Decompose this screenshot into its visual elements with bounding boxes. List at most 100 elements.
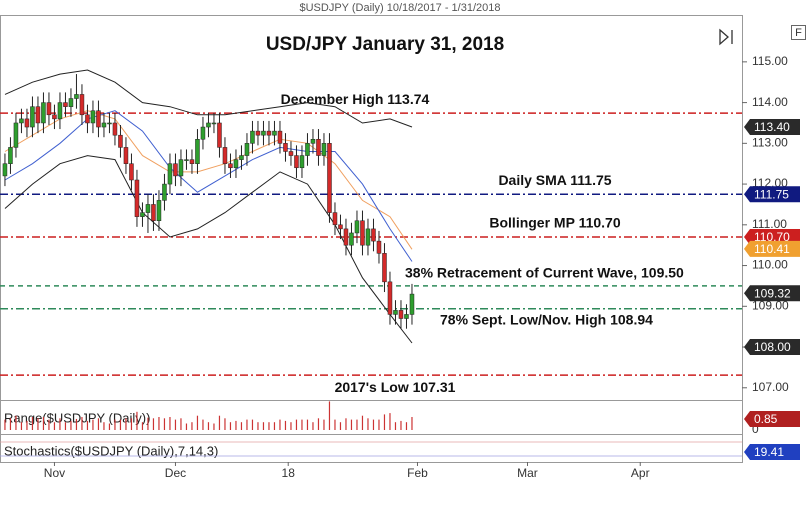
candle-body [382,253,387,283]
price-tag-label: 0.85 [754,412,778,426]
price-tag [744,186,800,203]
x-tick-label: 18 [282,466,296,480]
candle-body [112,122,118,136]
candle-body [8,147,13,164]
price-tag [744,339,800,356]
x-tick-label: Nov [44,466,65,480]
candle-body [294,155,299,169]
candle-body [46,102,52,116]
candle-body [255,130,261,136]
candle-body [123,147,129,164]
level-annotation: Bollinger MP 110.70 [489,215,620,231]
candle-body [211,122,217,125]
candle-body [30,106,35,128]
y-tick-label: 109.00 [752,298,789,312]
indicator-line [4,110,413,250]
price-tag-label: 19.41 [754,445,784,459]
price-tag-label: 110.41 [754,242,790,256]
candle-body [316,139,321,156]
candle-body [173,163,178,177]
candle-body [272,130,277,136]
range-tick-label: 0 [752,422,759,436]
candle-body [13,122,19,148]
candle-body [57,102,63,120]
candle-body [393,310,398,315]
candle-body [305,143,310,156]
candle-body [178,159,184,177]
level-annotation: 38% Retracement of Current Wave, 109.50 [405,265,684,281]
candle-body [261,130,266,136]
candle-body [68,98,74,107]
price-tag [744,285,800,302]
candle-body [277,130,283,144]
candle-body [283,143,288,152]
candle-body [107,122,112,125]
candle-body [2,163,8,177]
candle-body [327,143,332,213]
candle-body [162,183,167,201]
candle-body [266,130,272,136]
level-annotation: Daily SMA 111.75 [498,172,611,188]
candle-body [343,228,349,246]
price-tag-label: 109.32 [754,286,791,300]
candle-body [184,159,189,161]
candle-body [398,310,404,319]
candle-body [206,122,211,128]
price-tag [744,444,800,460]
candle-body [151,204,156,221]
candle-body [101,122,107,128]
price-tag-label: 110.70 [754,230,790,244]
y-tick-label: 110.00 [752,258,788,272]
price-tag-label: 111.75 [754,187,789,201]
stoch-label: Stochastics($USDJPY (Daily),7,14,3) [4,443,218,458]
x-tick-label: Dec [165,466,186,480]
candle-body [332,212,338,226]
range-label: Range($USDJPY (Daily)) [4,410,150,425]
candle-body [167,163,173,185]
candle-body [79,94,85,116]
play-icon[interactable] [719,28,733,46]
y-tick-label: 113.00 [752,136,788,150]
candle-body [200,126,206,140]
candle-body [74,94,79,99]
candle-body [52,114,57,120]
price-tag-label: 113.40 [754,120,790,134]
candle-body [145,204,151,213]
candle-body [387,281,393,315]
x-tick-label: Feb [407,466,428,480]
candle-body [299,155,305,169]
candle-body [24,118,30,128]
candle-body [338,224,343,230]
chart-header: $USDJPY (Daily) 10/18/2017 - 1/31/2018 [300,2,501,14]
candle-body [404,314,409,319]
x-tick-label: Mar [517,466,538,480]
price-tag [744,119,800,136]
candle-body [239,155,244,160]
x-tick-label: Apr [631,466,650,480]
candle-body [365,228,371,246]
candle-body [156,200,162,221]
y-tick-label: 114.00 [752,95,788,109]
candle-body [360,220,365,246]
corner-button-label: F [795,27,802,39]
candle-body [35,106,41,124]
candle-body [321,143,327,156]
candle-body [134,179,140,217]
indicator-line [4,69,413,128]
candle-body [63,102,68,107]
candle-body [195,139,200,164]
candle-body [140,212,145,217]
candle-body [250,130,255,144]
chart-title: USD/JPY January 31, 2018 [266,34,504,55]
indicator-line [4,155,413,344]
candle-body [376,240,382,254]
price-tag-label: 108.00 [754,340,791,354]
candle-body [85,114,90,124]
candle-body [189,159,195,164]
candle-body [409,293,415,315]
price-tag [744,240,800,257]
corner-button[interactable] [791,25,806,40]
level-annotation: 78% Sept. Low/Nov. High 108.94 [440,311,653,327]
indicator-line [4,110,413,262]
